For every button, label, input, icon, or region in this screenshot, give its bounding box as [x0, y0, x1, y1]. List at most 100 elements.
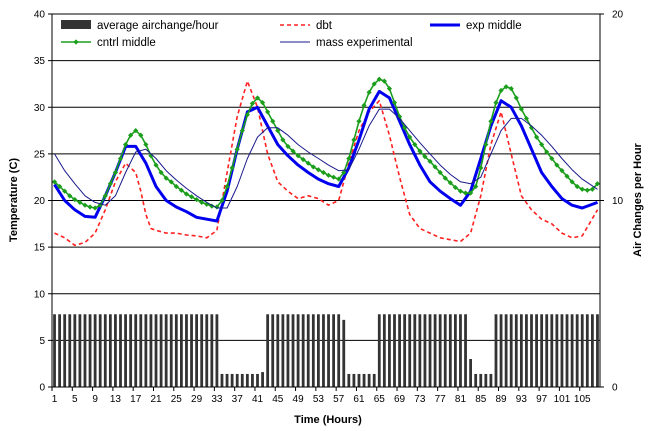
y-tick-labels: 0 5 10 15 20 25 30 35 40 [34, 10, 52, 394]
bar [418, 314, 422, 387]
y-tick-label: 40 [34, 10, 46, 21]
legend-label: dbt [316, 20, 333, 32]
bar [149, 314, 153, 387]
bar [585, 314, 589, 387]
data-point [371, 81, 377, 87]
data-point [285, 143, 291, 150]
bar [570, 314, 574, 387]
data-point [336, 176, 342, 182]
bar [190, 314, 193, 387]
y2-axis-title: Air Changes per Hour [632, 142, 644, 256]
data-point [331, 174, 337, 180]
x-tick-label: 13 [110, 394, 122, 405]
data-point [112, 169, 119, 176]
bar [58, 314, 62, 387]
y-tick-label: 15 [34, 243, 46, 254]
bar [453, 314, 457, 387]
data-point [518, 106, 524, 112]
bar [266, 314, 270, 387]
x-tick-label: 73 [414, 394, 426, 405]
bar [240, 373, 244, 387]
data-point [275, 127, 281, 134]
data-point [346, 155, 352, 162]
bar [159, 314, 163, 387]
data-point [300, 156, 306, 163]
bar [169, 314, 173, 387]
data-point [107, 181, 113, 187]
bar [276, 314, 280, 387]
bar [596, 314, 599, 387]
y2-tick-labels: 0 10 20 [600, 10, 624, 394]
x-tick-label: 25 [171, 394, 183, 405]
x-tick-label: 37 [232, 394, 244, 405]
y-tick-label: 35 [34, 56, 46, 67]
data-point [569, 179, 575, 185]
data-point [549, 155, 555, 162]
x-tick-label: 1 [52, 394, 58, 405]
data-point [503, 84, 509, 90]
bar [590, 314, 594, 387]
bar [377, 314, 381, 387]
legend-label: cntrl middle [97, 37, 156, 49]
data-point [544, 149, 550, 155]
data-point [128, 132, 134, 138]
bar [565, 314, 569, 387]
bar [225, 373, 229, 387]
bar [164, 314, 168, 387]
data-point [483, 141, 489, 148]
data-point [259, 99, 266, 106]
bar [322, 314, 325, 387]
bar [93, 314, 97, 387]
bar [134, 314, 138, 387]
data-point [437, 169, 443, 176]
data-point [183, 191, 190, 197]
bar [124, 314, 127, 387]
bar [306, 314, 310, 387]
data-point [584, 187, 590, 193]
data-point [138, 132, 144, 138]
bar [575, 314, 579, 387]
data-point [133, 127, 139, 134]
data-point [102, 193, 108, 199]
bar [83, 314, 87, 387]
bar [144, 314, 148, 387]
data-point [72, 196, 78, 203]
bar [443, 314, 447, 387]
data-point [153, 162, 159, 168]
bar [403, 314, 407, 387]
bar [474, 373, 478, 387]
data-point [498, 87, 504, 94]
legend: average airchange/hour dbt exp middle cntrl… [61, 20, 522, 49]
legend-swatch [61, 20, 91, 29]
data-point [122, 141, 129, 148]
data-point [270, 118, 276, 124]
bar [327, 314, 330, 387]
bar [459, 314, 462, 387]
bar [311, 314, 315, 387]
bar [423, 314, 427, 387]
bar [119, 314, 122, 387]
bar [63, 314, 67, 387]
bar [337, 314, 341, 387]
data-point [219, 197, 225, 204]
data-point [533, 134, 540, 140]
x-tick-label: 93 [516, 394, 528, 405]
data-point [366, 89, 372, 95]
bar [174, 314, 178, 387]
bar [291, 314, 295, 387]
bar [560, 314, 564, 387]
data-point [199, 199, 205, 205]
bar [230, 373, 234, 387]
bar [200, 314, 204, 387]
data-point [462, 190, 469, 196]
data-point [310, 164, 316, 170]
data-point [386, 86, 393, 92]
bar [408, 314, 412, 387]
bar [235, 373, 239, 387]
bar [281, 314, 285, 387]
bar [251, 373, 254, 387]
data-point [77, 199, 83, 205]
bar [98, 314, 102, 387]
x-tick-label: 101 [554, 394, 571, 405]
x-axis-title: Time (Hours) [294, 414, 362, 426]
